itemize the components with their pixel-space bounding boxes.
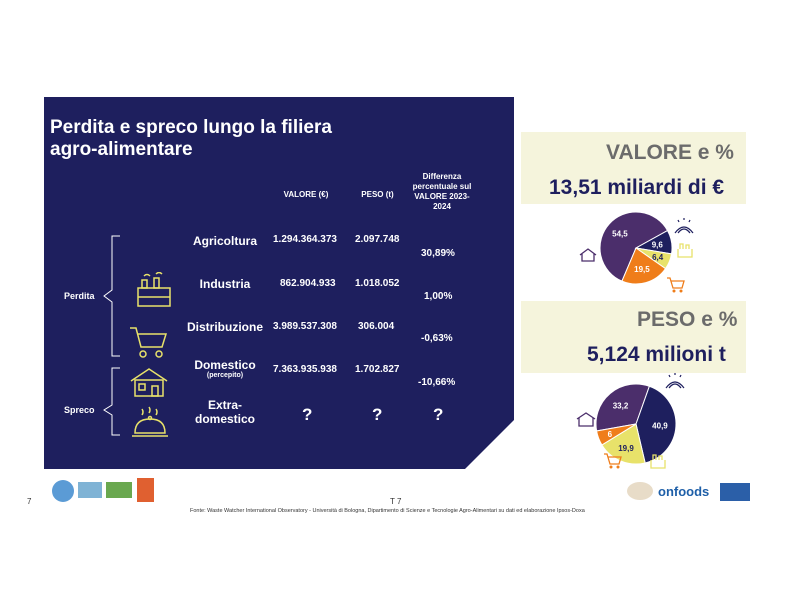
cart-icon (130, 327, 168, 358)
onfoods-logo: onfoods (658, 484, 710, 499)
cell-peso-distribuzione: 306.004 (358, 321, 395, 332)
ipsos-logo (720, 483, 750, 501)
domestico-sublabel: (percepito) (206, 372, 244, 379)
spreco-bracket (103, 367, 120, 436)
row-label-domestico: Domestico (percepito) (186, 358, 264, 379)
partner-logo-4 (137, 478, 154, 502)
partner-logo-3 (106, 482, 132, 498)
pie1-cart-icon (667, 277, 685, 293)
cell-peso-extra: ? (372, 405, 383, 424)
group-brackets (103, 235, 120, 436)
partner-logo-1 (52, 480, 74, 502)
cell-diff-agricoltura: 30,89% (421, 248, 455, 259)
peso-pie-chart: 33,2 40,9 19,9 6 (595, 383, 677, 465)
factory-icon (137, 272, 171, 307)
group-label-spreco: Spreco (64, 405, 95, 415)
group-label-perdita: Perdita (64, 291, 95, 301)
page-number-center: T 7 (390, 497, 402, 506)
cell-valore-agricoltura: 1.294.364.373 (273, 234, 337, 245)
valore-box (521, 132, 746, 204)
partner-logo-2 (78, 482, 102, 498)
pie-slice (601, 423, 646, 465)
pie2-house-icon (576, 412, 596, 427)
pie-slice-label: 19,5 (634, 265, 650, 274)
pie-slice (596, 423, 637, 446)
domestico-label: Domestico (194, 358, 256, 372)
pie-slice-label: 9,6 (652, 240, 664, 249)
pie-slice-label: 40,9 (652, 421, 668, 430)
pie1-factory-icon (677, 243, 693, 258)
cell-peso-agricoltura: 2.097.748 (355, 234, 400, 245)
pie-slice-label: 19,9 (618, 444, 634, 453)
page-number-left: 7 (27, 497, 32, 506)
cell-diff-industria: 1,00% (424, 291, 453, 302)
pie-slice-label: 33,2 (613, 402, 629, 411)
source-note: Fonte: Waste Watcher International Obser… (190, 508, 585, 514)
cell-diff-domestico: -10,66% (418, 377, 456, 388)
cell-peso-industria: 1.018.052 (355, 278, 400, 289)
pie1-field-icon (674, 218, 694, 234)
pie-slice (635, 385, 677, 464)
cloche-icon (132, 406, 168, 437)
perdita-bracket (103, 235, 120, 357)
valore-title: VALORE e % (606, 141, 734, 164)
university-logo (627, 482, 653, 500)
panel-corner-cut (462, 417, 517, 472)
pie-slice-label: 6,4 (652, 253, 664, 262)
house-icon (130, 368, 168, 397)
row-label-extra-domestico: Extra-domestico (194, 398, 255, 426)
row-label-distribuzione: Distribuzione (186, 320, 263, 334)
peso-title: PESO e % (637, 308, 738, 331)
cell-peso-domestico: 1.702.827 (355, 364, 400, 375)
pie2-factory-icon (650, 454, 666, 469)
peso-total: 5,124 milioni t (587, 343, 726, 366)
header-diff: Differenza percentuale sul VALORE 2023-2… (412, 172, 472, 211)
cell-valore-domestico: 7.363.935.938 (273, 364, 337, 375)
row-label-agricoltura: Agricoltura (192, 234, 257, 248)
pie-slice-label: 6 (608, 430, 613, 439)
cell-valore-extra: ? (302, 405, 313, 424)
valore-total: 13,51 miliardi di € (549, 176, 725, 199)
peso-box (521, 301, 746, 373)
cell-diff-extra: ? (433, 405, 444, 424)
pie-slice-label: 54,5 (612, 230, 628, 239)
pie-slice (599, 211, 669, 282)
cell-diff-distribuzione: -0,63% (421, 333, 453, 344)
valore-pie-chart: 54,5 9,6 6,419,5 (599, 211, 673, 285)
pie-slice (621, 247, 667, 285)
slide-title: Perdita e spreco lungo la filiera agro-a… (50, 117, 332, 160)
cell-valore-distribuzione: 3.989.537.308 (273, 321, 337, 332)
pie2-field-icon (665, 373, 685, 389)
cell-valore-industria: 862.904.933 (280, 278, 336, 289)
pie-slice (595, 383, 651, 432)
header-valore: VALORE (€) (283, 190, 329, 199)
header-peso: PESO (t) (361, 190, 394, 199)
pie1-house-icon (579, 248, 597, 262)
content-panel (44, 97, 514, 469)
row-label-industria: Industria (199, 277, 251, 291)
pie2-cart-icon (604, 453, 622, 469)
